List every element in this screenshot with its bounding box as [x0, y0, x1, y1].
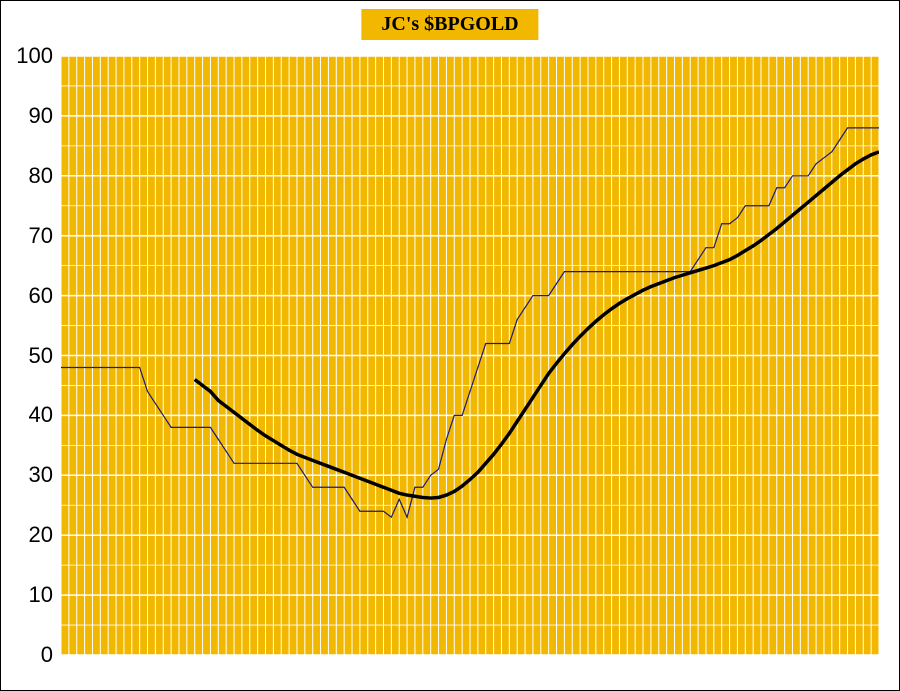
y-tick-label: 80: [29, 163, 61, 189]
y-tick-label: 50: [29, 343, 61, 369]
y-tick-label: 60: [29, 283, 61, 309]
y-tick-label: 40: [29, 402, 61, 428]
plot-area: 0102030405060708090100: [61, 56, 879, 655]
y-tick-label: 90: [29, 103, 61, 129]
chart-svg: [61, 56, 879, 655]
chart-container: JC's $BPGOLD 0102030405060708090100 1/11…: [0, 0, 900, 691]
y-tick-label: 0: [41, 642, 61, 668]
chart-title: JC's $BPGOLD: [361, 9, 538, 40]
y-tick-label: 20: [29, 522, 61, 548]
y-tick-label: 10: [29, 582, 61, 608]
y-tick-label: 100: [16, 43, 61, 69]
y-tick-label: 30: [29, 462, 61, 488]
y-tick-label: 70: [29, 223, 61, 249]
